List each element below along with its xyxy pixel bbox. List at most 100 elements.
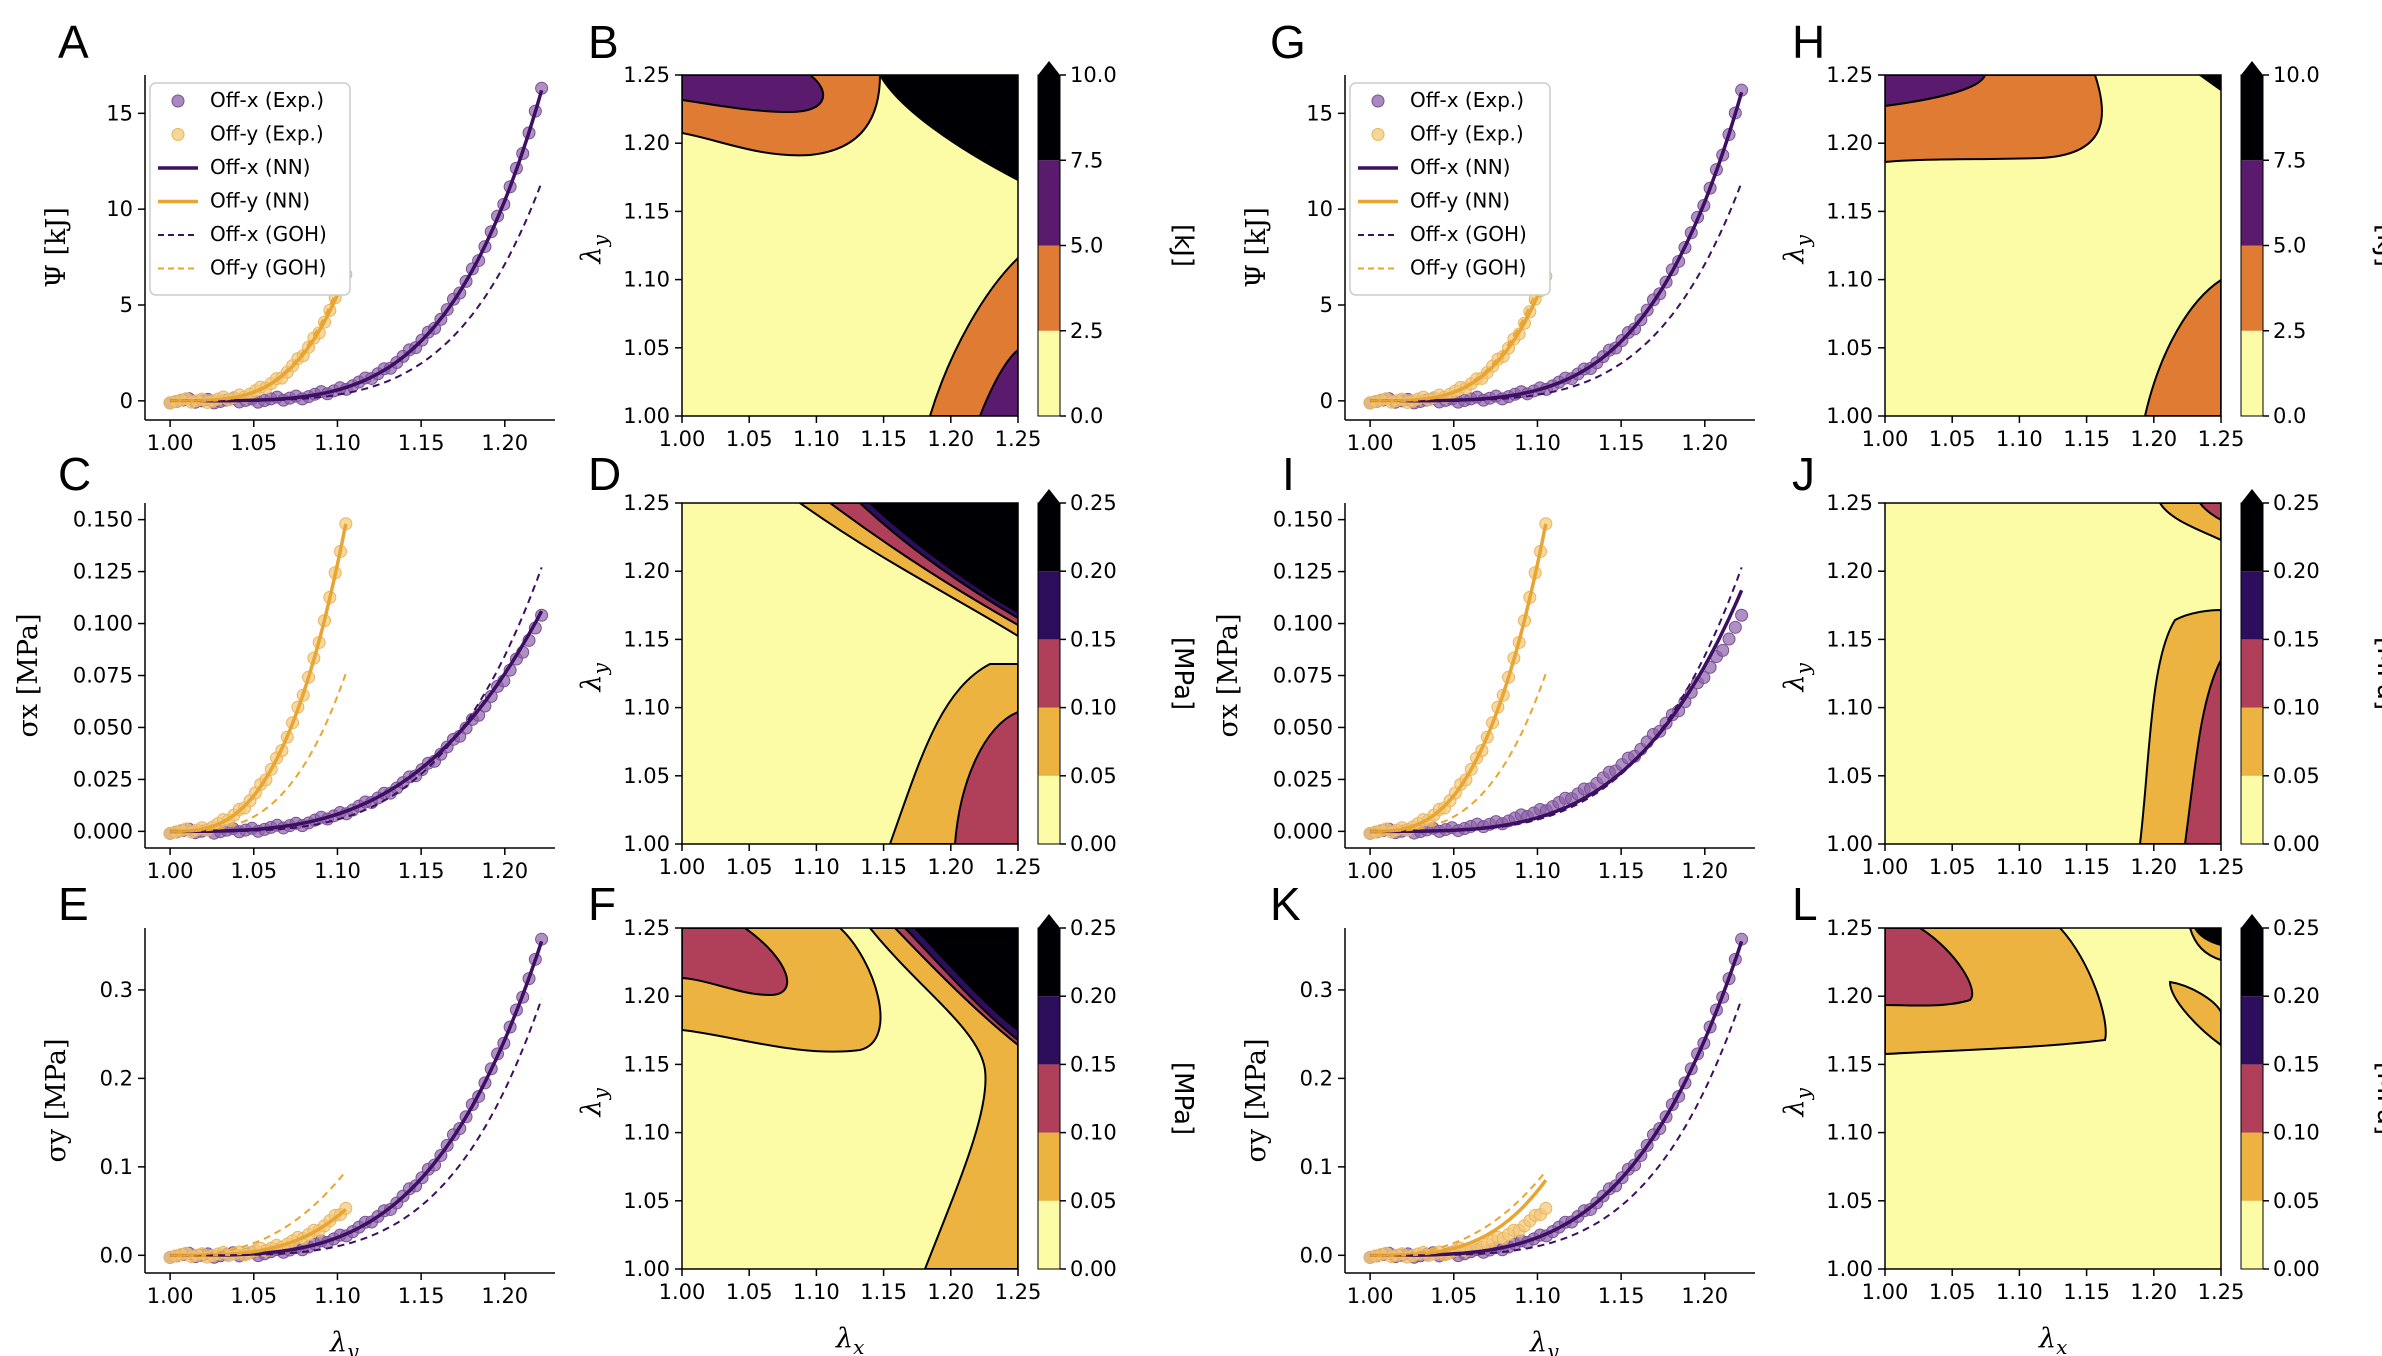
colorbar-segment-L bbox=[2241, 1200, 2263, 1269]
legend-label-A: Off-x (NN) bbox=[210, 155, 310, 179]
ytick-label-A: 0 bbox=[120, 389, 133, 413]
exp-point-I bbox=[1722, 632, 1736, 646]
contour-L-level-2 bbox=[1885, 928, 1974, 1007]
ytick-label-C: 0.000 bbox=[73, 819, 133, 843]
ytick-label-C: 0.050 bbox=[73, 715, 133, 739]
colorbar-segment-F bbox=[1038, 996, 1060, 1065]
series-line-K bbox=[1370, 1170, 1547, 1257]
xtick-label-D: 1.25 bbox=[995, 855, 1042, 879]
series-line-I bbox=[1370, 673, 1547, 833]
ylabel-group-H: λy bbox=[1779, 234, 1815, 264]
ylabel-A: Ψ [kJ] bbox=[41, 207, 72, 288]
ytick-label-J: 1.10 bbox=[1826, 696, 1873, 720]
xtick-label-A: 1.15 bbox=[398, 431, 445, 455]
xtick-label-G: 1.05 bbox=[1430, 431, 1477, 455]
contour-B-level-2 bbox=[682, 75, 825, 114]
ytick-label-F: 1.15 bbox=[623, 1052, 670, 1076]
ytick-label-L: 1.05 bbox=[1826, 1189, 1873, 1213]
xtick-label-F: 1.10 bbox=[793, 1280, 840, 1304]
xtick-label-D: 1.05 bbox=[726, 855, 773, 879]
colorbar-segment-L bbox=[2241, 928, 2263, 997]
cbtick-label-F: 0.15 bbox=[1070, 1052, 1117, 1076]
line-panel-K: 1.00 1.05 1.10 1.15 1.20 0.0 0.1 0.2 0.3 σy [MPa]… bbox=[1241, 928, 1755, 1356]
ytick-label-A: 5 bbox=[120, 293, 133, 317]
xtick-label-G: 1.00 bbox=[1347, 431, 1394, 455]
xtick-label-B: 1.15 bbox=[860, 427, 907, 451]
ytick-label-J: 1.00 bbox=[1826, 832, 1873, 856]
ytick-label-L: 1.00 bbox=[1826, 1257, 1873, 1281]
xtick-label-A: 1.00 bbox=[147, 431, 194, 455]
ytick-label-B: 1.25 bbox=[623, 63, 670, 87]
ytick-label-B: 1.20 bbox=[623, 131, 670, 155]
cbtick-label-B: 7.5 bbox=[1070, 148, 1103, 172]
xtick-label-J: 1.05 bbox=[1929, 855, 1976, 879]
contour-axes-D: 1.00 1.05 1.10 1.15 1.20 1.25 1.00 1.05 1.10 1.15… bbox=[576, 489, 1198, 879]
ytick-label-C: 0.150 bbox=[73, 508, 133, 532]
colorbar-extend-D bbox=[1038, 489, 1060, 503]
panel-letter-C: C bbox=[58, 448, 91, 500]
contour-J bbox=[1885, 503, 2221, 844]
xtick-label-E: 1.20 bbox=[481, 1284, 528, 1308]
legend-label-A: Off-y (Exp.) bbox=[210, 122, 324, 146]
ylabel-group-B: λy bbox=[576, 234, 612, 264]
xtick-label-L: 1.25 bbox=[2198, 1280, 2245, 1304]
xlabel-K: λy bbox=[1529, 1327, 1559, 1356]
series-line-C bbox=[170, 610, 544, 834]
legend-marker-A bbox=[171, 94, 185, 108]
colorbar-frame-D bbox=[1037, 502, 1061, 845]
xtick-label-E: 1.15 bbox=[398, 1284, 445, 1308]
legend-marker-A bbox=[171, 128, 185, 141]
xtick-label-I: 1.00 bbox=[1347, 859, 1394, 883]
ytick-label-I: 0.000 bbox=[1273, 819, 1333, 843]
cbtick-label-F: 0.10 bbox=[1070, 1121, 1117, 1145]
colorbar-extend-J bbox=[2241, 489, 2263, 503]
cbtick-label-H: 0.0 bbox=[2273, 404, 2306, 428]
series-line-I bbox=[1370, 567, 1743, 833]
panel-letter-H: H bbox=[1792, 16, 1825, 68]
ylabel-group-F: λy bbox=[576, 1087, 612, 1117]
contour-frame-B bbox=[681, 74, 1019, 417]
ytick-label-I: 0.150 bbox=[1273, 508, 1333, 532]
colorbar-segment-F bbox=[1038, 928, 1060, 997]
ytick-label-B: 1.10 bbox=[623, 268, 670, 292]
cbtick-label-B: 5.0 bbox=[1070, 234, 1103, 258]
contour-axes-H: 1.00 1.05 1.10 1.15 1.20 1.25 1.00 1.05 1.10 1.15… bbox=[1779, 61, 2382, 451]
ytick-label-I: 0.100 bbox=[1273, 612, 1333, 636]
colorbar-segment-L bbox=[2241, 996, 2263, 1065]
xtick-label-J: 1.10 bbox=[1996, 855, 2043, 879]
panel-letter-J: J bbox=[1792, 448, 1815, 500]
series-line-A bbox=[170, 266, 347, 402]
panel-letter-K: K bbox=[1270, 878, 1301, 930]
panel-letter-F: F bbox=[588, 878, 616, 930]
cbtick-label-D: 0.00 bbox=[1070, 832, 1117, 856]
xlabel-F: λx bbox=[835, 1323, 864, 1356]
contour-L bbox=[1885, 928, 2221, 1269]
cbtick-label-B: 10.0 bbox=[1070, 63, 1117, 87]
contour-frame-J bbox=[1884, 502, 2222, 845]
ytick-label-I: 0.125 bbox=[1273, 560, 1333, 584]
xtick-label-H: 1.00 bbox=[1862, 427, 1909, 451]
xtick-label-E: 1.00 bbox=[147, 1284, 194, 1308]
contour-frame-L bbox=[1884, 927, 2222, 1270]
colorbar-segment-B bbox=[1038, 330, 1060, 416]
cbtick-label-L: 0.00 bbox=[2273, 1257, 2320, 1281]
ytick-label-E: 0.3 bbox=[100, 978, 133, 1002]
xtick-label-G: 1.10 bbox=[1514, 431, 1561, 455]
legend-label-G: Off-y (Exp.) bbox=[1410, 122, 1524, 146]
cbtick-label-B: 0.0 bbox=[1070, 404, 1103, 428]
ytick-label-C: 0.125 bbox=[73, 560, 133, 584]
xlabel-E: λy bbox=[329, 1327, 359, 1356]
cbtick-label-L: 0.10 bbox=[2273, 1121, 2320, 1145]
legend-label-G: Off-y (GOH) bbox=[1410, 256, 1526, 280]
contour-axes-J: 1.00 1.05 1.10 1.15 1.20 1.25 1.00 1.05 1.10 1.15… bbox=[1779, 489, 2382, 879]
xtick-label-B: 1.20 bbox=[927, 427, 974, 451]
xtick-label-L: 1.05 bbox=[1929, 1280, 1976, 1304]
ytick-label-G: 0 bbox=[1320, 389, 1333, 413]
xtick-label-H: 1.10 bbox=[1996, 427, 2043, 451]
ytick-label-G: 5 bbox=[1320, 293, 1333, 317]
contour-axes-B: 1.00 1.05 1.10 1.15 1.20 1.25 1.00 1.05 1.10 1.15… bbox=[576, 61, 1198, 451]
colorbar-segment-H bbox=[2241, 330, 2263, 416]
colorbar-frame-L bbox=[2240, 927, 2264, 1270]
ylabel-L: λy bbox=[1779, 1087, 1815, 1117]
colorbar-label-D: [MPa] bbox=[1168, 637, 1198, 710]
